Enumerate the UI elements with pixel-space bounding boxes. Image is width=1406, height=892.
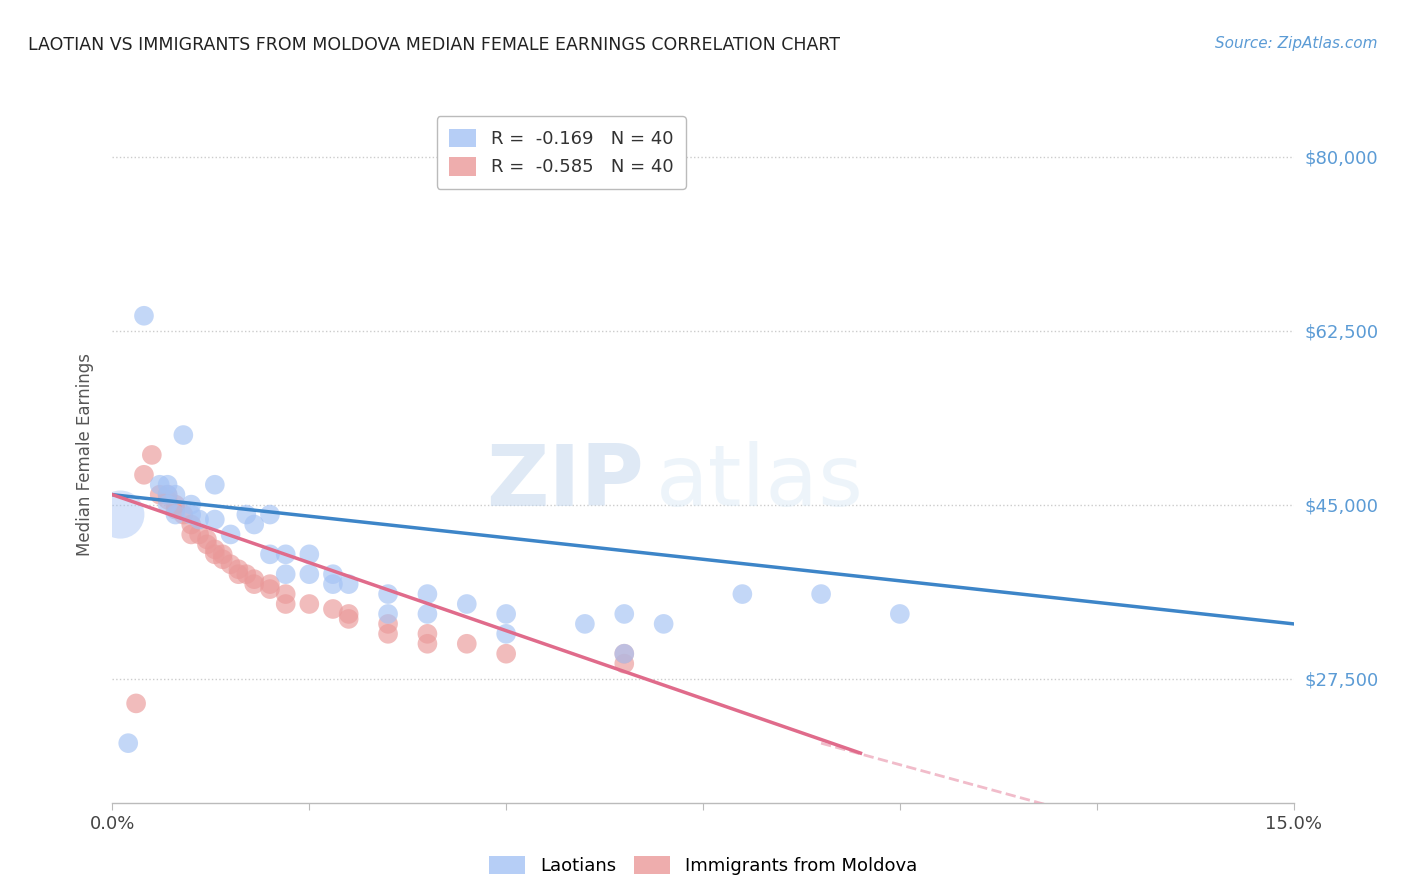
Point xyxy=(274,567,297,582)
Point xyxy=(149,477,172,491)
Point xyxy=(377,627,399,641)
Point xyxy=(204,512,226,526)
Text: Source: ZipAtlas.com: Source: ZipAtlas.com xyxy=(1215,36,1378,51)
Point xyxy=(165,498,187,512)
Point xyxy=(259,547,281,561)
Point xyxy=(259,582,281,596)
Point xyxy=(652,616,675,631)
Point xyxy=(274,547,297,561)
Point xyxy=(172,508,194,522)
Point xyxy=(219,558,242,572)
Point xyxy=(141,448,163,462)
Point xyxy=(180,498,202,512)
Point xyxy=(416,607,439,621)
Point xyxy=(416,587,439,601)
Point xyxy=(574,616,596,631)
Point xyxy=(274,587,297,601)
Point xyxy=(180,517,202,532)
Legend: Laotians, Immigrants from Moldova: Laotians, Immigrants from Moldova xyxy=(481,847,925,884)
Point xyxy=(156,498,179,512)
Point xyxy=(188,512,211,526)
Point xyxy=(274,597,297,611)
Point xyxy=(204,542,226,557)
Point xyxy=(456,597,478,611)
Point xyxy=(495,647,517,661)
Point xyxy=(337,612,360,626)
Point xyxy=(810,587,832,601)
Point xyxy=(235,508,257,522)
Point xyxy=(322,602,344,616)
Point xyxy=(165,488,187,502)
Point xyxy=(322,567,344,582)
Point xyxy=(117,736,139,750)
Point xyxy=(180,527,202,541)
Point xyxy=(259,577,281,591)
Point xyxy=(156,492,179,507)
Point xyxy=(377,587,399,601)
Point xyxy=(259,508,281,522)
Point xyxy=(613,647,636,661)
Text: atlas: atlas xyxy=(655,442,863,524)
Point xyxy=(125,697,148,711)
Point xyxy=(377,616,399,631)
Point xyxy=(211,547,233,561)
Point xyxy=(219,527,242,541)
Point xyxy=(322,577,344,591)
Point xyxy=(156,488,179,502)
Point xyxy=(243,572,266,586)
Point xyxy=(211,552,233,566)
Point xyxy=(156,488,179,502)
Point xyxy=(180,508,202,522)
Point xyxy=(243,577,266,591)
Point xyxy=(149,488,172,502)
Point xyxy=(228,567,250,582)
Y-axis label: Median Female Earnings: Median Female Earnings xyxy=(76,353,94,557)
Text: ZIP: ZIP xyxy=(486,442,644,524)
Point xyxy=(613,657,636,671)
Text: LAOTIAN VS IMMIGRANTS FROM MOLDOVA MEDIAN FEMALE EARNINGS CORRELATION CHART: LAOTIAN VS IMMIGRANTS FROM MOLDOVA MEDIA… xyxy=(28,36,841,54)
Point xyxy=(416,627,439,641)
Point xyxy=(195,537,218,551)
Point xyxy=(613,607,636,621)
Point xyxy=(228,562,250,576)
Point xyxy=(172,428,194,442)
Point xyxy=(298,597,321,611)
Point xyxy=(132,467,155,482)
Point xyxy=(337,607,360,621)
Point xyxy=(110,508,132,522)
Point xyxy=(188,527,211,541)
Point xyxy=(156,477,179,491)
Point xyxy=(613,647,636,661)
Point xyxy=(731,587,754,601)
Point xyxy=(495,627,517,641)
Point xyxy=(416,637,439,651)
Point xyxy=(889,607,911,621)
Point xyxy=(298,567,321,582)
Point xyxy=(132,309,155,323)
Point xyxy=(165,508,187,522)
Point xyxy=(195,533,218,547)
Point xyxy=(298,547,321,561)
Point xyxy=(377,607,399,621)
Point xyxy=(337,577,360,591)
Point xyxy=(165,502,187,516)
Point xyxy=(495,607,517,621)
Point xyxy=(243,517,266,532)
Point xyxy=(456,637,478,651)
Point xyxy=(204,547,226,561)
Point xyxy=(235,567,257,582)
Point xyxy=(204,477,226,491)
